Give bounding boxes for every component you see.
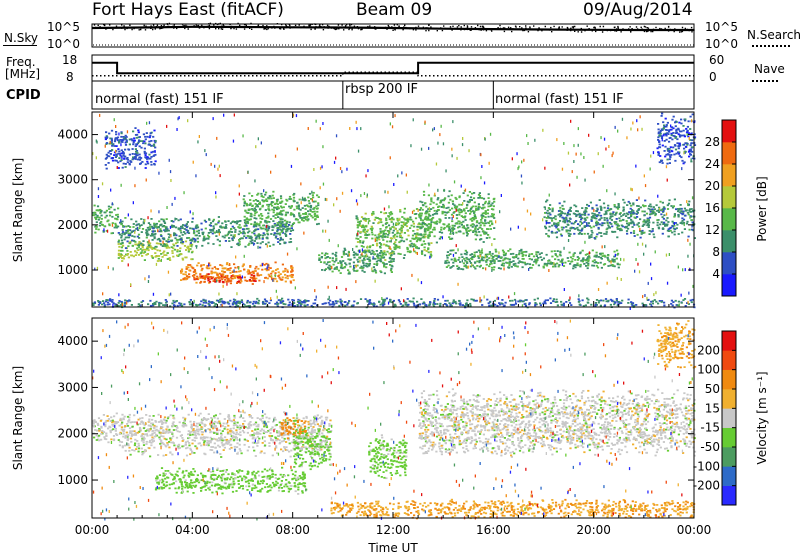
velocity-range-tick-label: 4000 [57,334,88,348]
axes: 00:00 04:00 08:00 12:00 16:00 20:00 00:00 1000 2… [57,81,711,537]
time-tick-label: 00:00 [677,523,712,537]
power-range-tick-label: 1000 [57,263,88,277]
velocity-colorbar-swatch [722,370,736,390]
velocity-colorbar-label: -15 [700,421,720,435]
power-colorbar-swatch [722,252,736,274]
velocity-colorbar-label: 100 [697,363,720,377]
time-tick-label: 20:00 [576,523,611,537]
time-tick-label: 08:00 [275,523,310,537]
power-colorbar-swatch [722,274,736,296]
power-colorbar-label: 28 [705,135,720,149]
colorbars: 4 8 12 16 20 24 28 200 100 50 15 -15 -50 -100 -200 [693,120,736,505]
velocity-colorbar-swatch [722,486,736,506]
time-tick-label: 16:00 [476,523,511,537]
velocity-colorbar-label: 15 [705,401,720,415]
velocity-speckle [92,319,693,521]
noise-panel [92,23,695,47]
power-colorbar-label: 16 [705,201,720,215]
power-colorbar-swatch [722,142,736,164]
power-range-tick-label: 2000 [57,218,88,232]
frequency-panel-frame [92,55,694,81]
power-colorbar-swatch [722,208,736,230]
power-frame [92,112,694,307]
cpid-band-frame [92,81,694,109]
time-tick-label: 00:00 [75,523,110,537]
velocity-colorbar-swatch [722,408,736,428]
power-panel [92,112,696,310]
power-colorbar-swatch [722,120,736,142]
power-range-tick-label: 3000 [57,173,88,187]
velocity-colorbar-swatch [722,331,736,351]
nsky-series-line [92,27,694,30]
velocity-colorbar-label: -100 [693,459,720,473]
power-cells [92,113,696,309]
time-tick-label: 04:00 [175,523,210,537]
time-tick-label: 12:00 [376,523,411,537]
velocity-colorbar-label: 200 [697,343,720,357]
power-colorbar-swatch [722,186,736,208]
velocity-range-tick-label: 2000 [57,427,88,441]
power-colorbar-swatch [722,230,736,252]
velocity-colorbar-swatch [722,428,736,448]
velocity-colorbar-swatch [722,389,736,409]
power-colorbar-label: 12 [705,223,720,237]
power-range-tick-label: 4000 [57,128,88,142]
velocity-range-tick-label: 3000 [57,380,88,394]
velocity-colorbar-label: 50 [705,382,720,396]
power-colorbar-swatch [722,164,736,186]
velocity-colorbar-swatch [722,447,736,467]
velocity-range-tick-label: 1000 [57,473,88,487]
velocity-colorbar-swatch [722,350,736,370]
frequency-panel [92,55,694,81]
power-colorbar-label: 4 [712,267,720,281]
velocity-colorbar-swatch [722,466,736,486]
velocity-panel [92,318,696,521]
power-colorbar-label: 24 [705,157,720,171]
power-colorbar-label: 20 [705,179,720,193]
power-speckle [92,114,694,311]
velocity-colorbar-label: -200 [693,479,720,493]
velocity-cells [92,320,696,519]
power-colorbar-label: 8 [712,245,720,259]
velocity-colorbar-label: -50 [700,440,720,454]
